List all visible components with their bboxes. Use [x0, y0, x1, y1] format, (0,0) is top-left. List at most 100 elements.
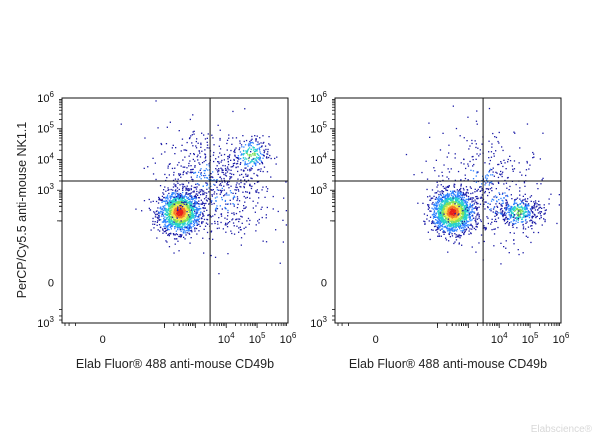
event-dot — [431, 222, 433, 225]
event-dot — [254, 211, 256, 213]
event-dot — [199, 225, 201, 227]
event-dot — [457, 217, 460, 219]
event-dot — [204, 157, 206, 159]
event-dot — [190, 216, 192, 219]
event-dot — [220, 215, 223, 217]
event-dot — [250, 148, 252, 151]
event-dot — [177, 193, 179, 196]
event-dot — [438, 224, 440, 226]
event-dot — [445, 201, 447, 203]
event-dot — [179, 226, 181, 228]
event-dot — [540, 215, 542, 217]
event-dot — [471, 207, 473, 209]
event-dot — [463, 200, 465, 202]
event-dot — [255, 191, 257, 193]
event-dot — [160, 208, 162, 210]
event-dot — [179, 206, 181, 208]
event-dot — [204, 207, 206, 209]
event-dot — [171, 221, 174, 224]
event-dot — [502, 218, 504, 221]
event-dot — [494, 136, 496, 138]
event-dot — [189, 193, 191, 195]
event-dot — [517, 216, 519, 218]
event-dot — [261, 206, 263, 208]
event-dot — [199, 207, 201, 210]
event-dot — [475, 206, 477, 208]
event-dot — [474, 188, 476, 190]
event-dot — [433, 212, 435, 214]
event-dot — [174, 185, 176, 187]
event-dot — [512, 215, 514, 217]
event-dot — [435, 219, 437, 221]
event-dot — [245, 163, 247, 165]
event-dot — [232, 218, 234, 220]
event-dot — [201, 201, 204, 203]
event-dot — [486, 174, 488, 176]
event-dot — [452, 216, 455, 218]
event-dot — [224, 217, 226, 219]
event-dot — [511, 198, 513, 200]
event-dot — [438, 209, 440, 212]
event-dot — [421, 171, 423, 174]
event-dot — [523, 208, 525, 211]
event-dot — [445, 205, 447, 207]
event-dot — [510, 215, 512, 217]
event-dot — [518, 162, 520, 164]
event-dot — [186, 222, 189, 224]
event-dot — [447, 225, 449, 227]
event-dot — [520, 212, 523, 214]
event-dot — [187, 216, 190, 219]
event-dot — [174, 227, 176, 230]
event-dot — [177, 220, 179, 222]
event-dot — [505, 209, 507, 211]
event-dot — [208, 191, 210, 193]
event-dot — [190, 171, 192, 173]
event-dot — [190, 237, 192, 239]
event-dot — [226, 218, 228, 220]
event-dot — [216, 165, 218, 167]
event-dot — [226, 149, 228, 151]
event-dot — [216, 196, 218, 198]
event-dot — [484, 162, 486, 164]
event-dot — [233, 205, 235, 207]
event-dot — [252, 153, 254, 155]
event-dot — [154, 212, 156, 214]
event-dot — [522, 228, 525, 230]
event-dot — [446, 224, 448, 227]
event-dot — [439, 199, 441, 201]
event-dot — [467, 224, 469, 226]
event-dot — [199, 156, 202, 158]
event-dot — [455, 234, 457, 236]
event-dot — [194, 165, 196, 167]
event-dot — [181, 197, 183, 199]
event-dot — [453, 225, 455, 227]
event-dot — [234, 189, 236, 191]
event-dot — [200, 172, 202, 174]
event-dot — [199, 189, 201, 191]
event-dot — [195, 208, 197, 210]
event-dot — [513, 206, 515, 208]
event-dot — [434, 203, 436, 205]
event-dot — [245, 206, 247, 208]
event-dot — [203, 210, 205, 212]
event-dot — [454, 201, 457, 203]
event-dot — [435, 192, 438, 194]
event-dot — [235, 186, 237, 188]
event-dot — [285, 210, 287, 212]
event-dot — [175, 207, 177, 210]
event-dot — [168, 192, 170, 195]
event-dot — [242, 210, 244, 212]
event-dot — [272, 195, 274, 198]
event-dot — [185, 210, 187, 212]
event-dot — [158, 219, 161, 221]
event-dot — [459, 228, 461, 230]
event-dot — [445, 186, 447, 188]
event-dot — [182, 166, 184, 168]
event-dot — [525, 208, 527, 210]
event-dot — [173, 252, 175, 254]
event-dot — [460, 190, 462, 193]
event-dot — [201, 203, 203, 205]
event-dot — [426, 214, 428, 217]
event-dot — [429, 199, 432, 201]
